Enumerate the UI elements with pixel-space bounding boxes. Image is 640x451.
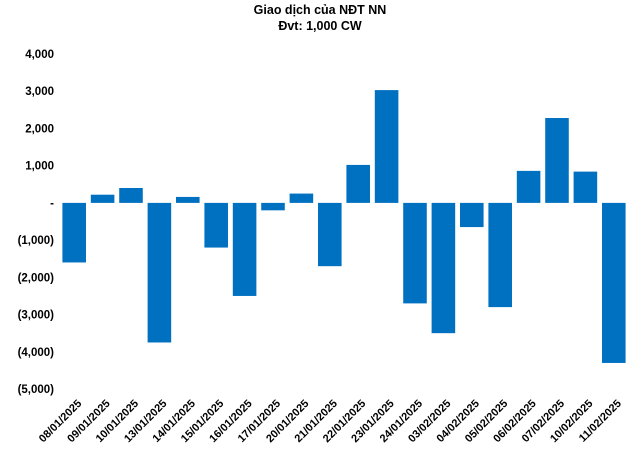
bar bbox=[346, 164, 370, 203]
bar bbox=[602, 202, 626, 363]
bar bbox=[403, 202, 427, 304]
y-tick-label: - bbox=[50, 198, 54, 210]
y-tick-label: 3,000 bbox=[25, 86, 54, 98]
bar bbox=[460, 202, 484, 228]
bar bbox=[374, 90, 399, 203]
bar bbox=[318, 202, 342, 267]
y-tick-label: 4,000 bbox=[25, 49, 54, 61]
y-tick-label: (5,000) bbox=[18, 384, 55, 396]
y-tick-label: (1,000) bbox=[18, 235, 55, 247]
bar bbox=[289, 193, 314, 203]
bar bbox=[431, 202, 456, 334]
y-tick-label: (2,000) bbox=[18, 272, 55, 284]
bar bbox=[488, 202, 512, 308]
bar bbox=[62, 202, 86, 263]
chart-title: Giao dịch của NĐT NN bbox=[253, 3, 387, 17]
bar bbox=[573, 171, 598, 203]
y-tick-label: 2,000 bbox=[25, 123, 54, 135]
y-tick-label: 1,000 bbox=[25, 161, 54, 173]
bar bbox=[176, 196, 200, 203]
bar bbox=[545, 118, 569, 203]
bar bbox=[119, 188, 143, 203]
bar bbox=[90, 194, 115, 203]
y-tick-label: (4,000) bbox=[18, 347, 55, 359]
bar bbox=[261, 202, 285, 211]
bar bbox=[204, 202, 228, 248]
y-tick-label: (3,000) bbox=[18, 310, 55, 322]
bar bbox=[232, 202, 257, 296]
bar bbox=[516, 170, 541, 203]
chart-subtitle: Đvt: 1,000 CW bbox=[278, 19, 362, 33]
bar bbox=[147, 202, 172, 343]
